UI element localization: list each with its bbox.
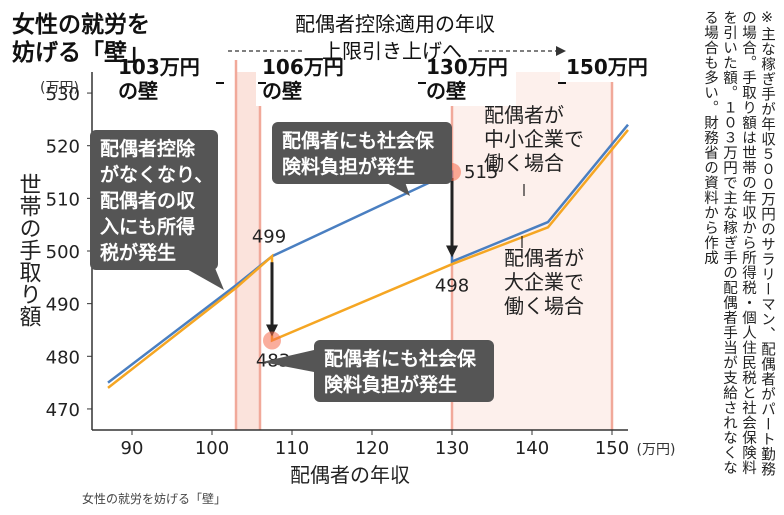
y-tick-label: 480 bbox=[46, 347, 80, 368]
x-tick-label: 150 bbox=[595, 438, 629, 459]
y-axis-label: 世帯の手取り額 bbox=[16, 173, 42, 327]
point-label-515: 515 bbox=[464, 162, 498, 183]
callout-social-2-box bbox=[314, 340, 494, 402]
callout-social-1-text: 配偶者にも社会保険料負担が発生 bbox=[282, 129, 435, 178]
y-tick-label: 530 bbox=[46, 84, 80, 105]
wall-label-103: 103万円の壁 bbox=[118, 55, 200, 103]
header-sub-text: 上限引き上げへ bbox=[322, 39, 462, 63]
marker-483 bbox=[263, 331, 281, 350]
y-tick-label: 510 bbox=[46, 189, 80, 210]
wall-label-bg bbox=[560, 56, 646, 82]
x-tick-label: 90 bbox=[121, 438, 144, 459]
y-tick-label: 500 bbox=[46, 242, 80, 263]
figure-caption: 女性の就労を妨げる「壁」 bbox=[82, 492, 227, 506]
callout-social-1-tail bbox=[385, 182, 410, 196]
wall-label-bg bbox=[256, 56, 352, 106]
header-text: 配偶者控除適用の年収 bbox=[295, 12, 495, 36]
x-tick-label: 140 bbox=[515, 438, 549, 459]
point-label-499: 499 bbox=[252, 226, 286, 247]
wall-label-106: 106万円の壁 bbox=[262, 55, 344, 103]
callout-social-2-tail bbox=[262, 350, 314, 372]
wall-label-130: 130万円の壁 bbox=[426, 55, 508, 103]
drop-arrow-130-head bbox=[446, 245, 458, 258]
x-tick-label: 100 bbox=[195, 438, 229, 459]
point-label-498: 498 bbox=[435, 276, 469, 297]
header-arrow-head bbox=[556, 46, 566, 56]
y-tick-label: 490 bbox=[46, 295, 80, 316]
callout-deduction-tail bbox=[185, 268, 224, 290]
callout-deduction-box bbox=[90, 130, 218, 270]
y-unit-label: (万円) bbox=[40, 80, 79, 96]
x-unit-label: (万円) bbox=[637, 442, 676, 458]
callout-deduction-text: 配偶者控除がなくなり、配偶者の収入にも所得税が発生 bbox=[100, 137, 213, 264]
callout-social-2-text: 配偶者にも社会保険料負担が発生 bbox=[324, 347, 477, 396]
x-axis-label: 配偶者の年収 bbox=[290, 463, 410, 487]
y-tick-label: 470 bbox=[46, 400, 80, 421]
wall-band-103-106 bbox=[236, 72, 260, 430]
callout-social-1-box bbox=[272, 122, 452, 184]
wall-label-bg bbox=[420, 56, 516, 106]
wall-label-bg bbox=[112, 56, 208, 106]
drop-arrow-106-head bbox=[266, 324, 278, 337]
chart-title: 女性の就労を妨げる「壁」 bbox=[12, 11, 150, 66]
source-note: ※主な稼ぎ手が年収５００万円のサラリーマン、配偶者がパート勤務の場合。手取り額は… bbox=[702, 10, 775, 477]
wall-label-150: 150万円 bbox=[566, 55, 648, 79]
series-label-large: 配偶者が大企業で働く場合 bbox=[504, 246, 584, 318]
x-tick-label: 120 bbox=[355, 438, 389, 459]
x-tick-label: 130 bbox=[435, 438, 469, 459]
series-label-small: 配偶者が中小企業で働く場合 bbox=[484, 103, 584, 175]
y-tick-label: 520 bbox=[46, 137, 80, 158]
x-tick-label: 110 bbox=[275, 438, 309, 459]
